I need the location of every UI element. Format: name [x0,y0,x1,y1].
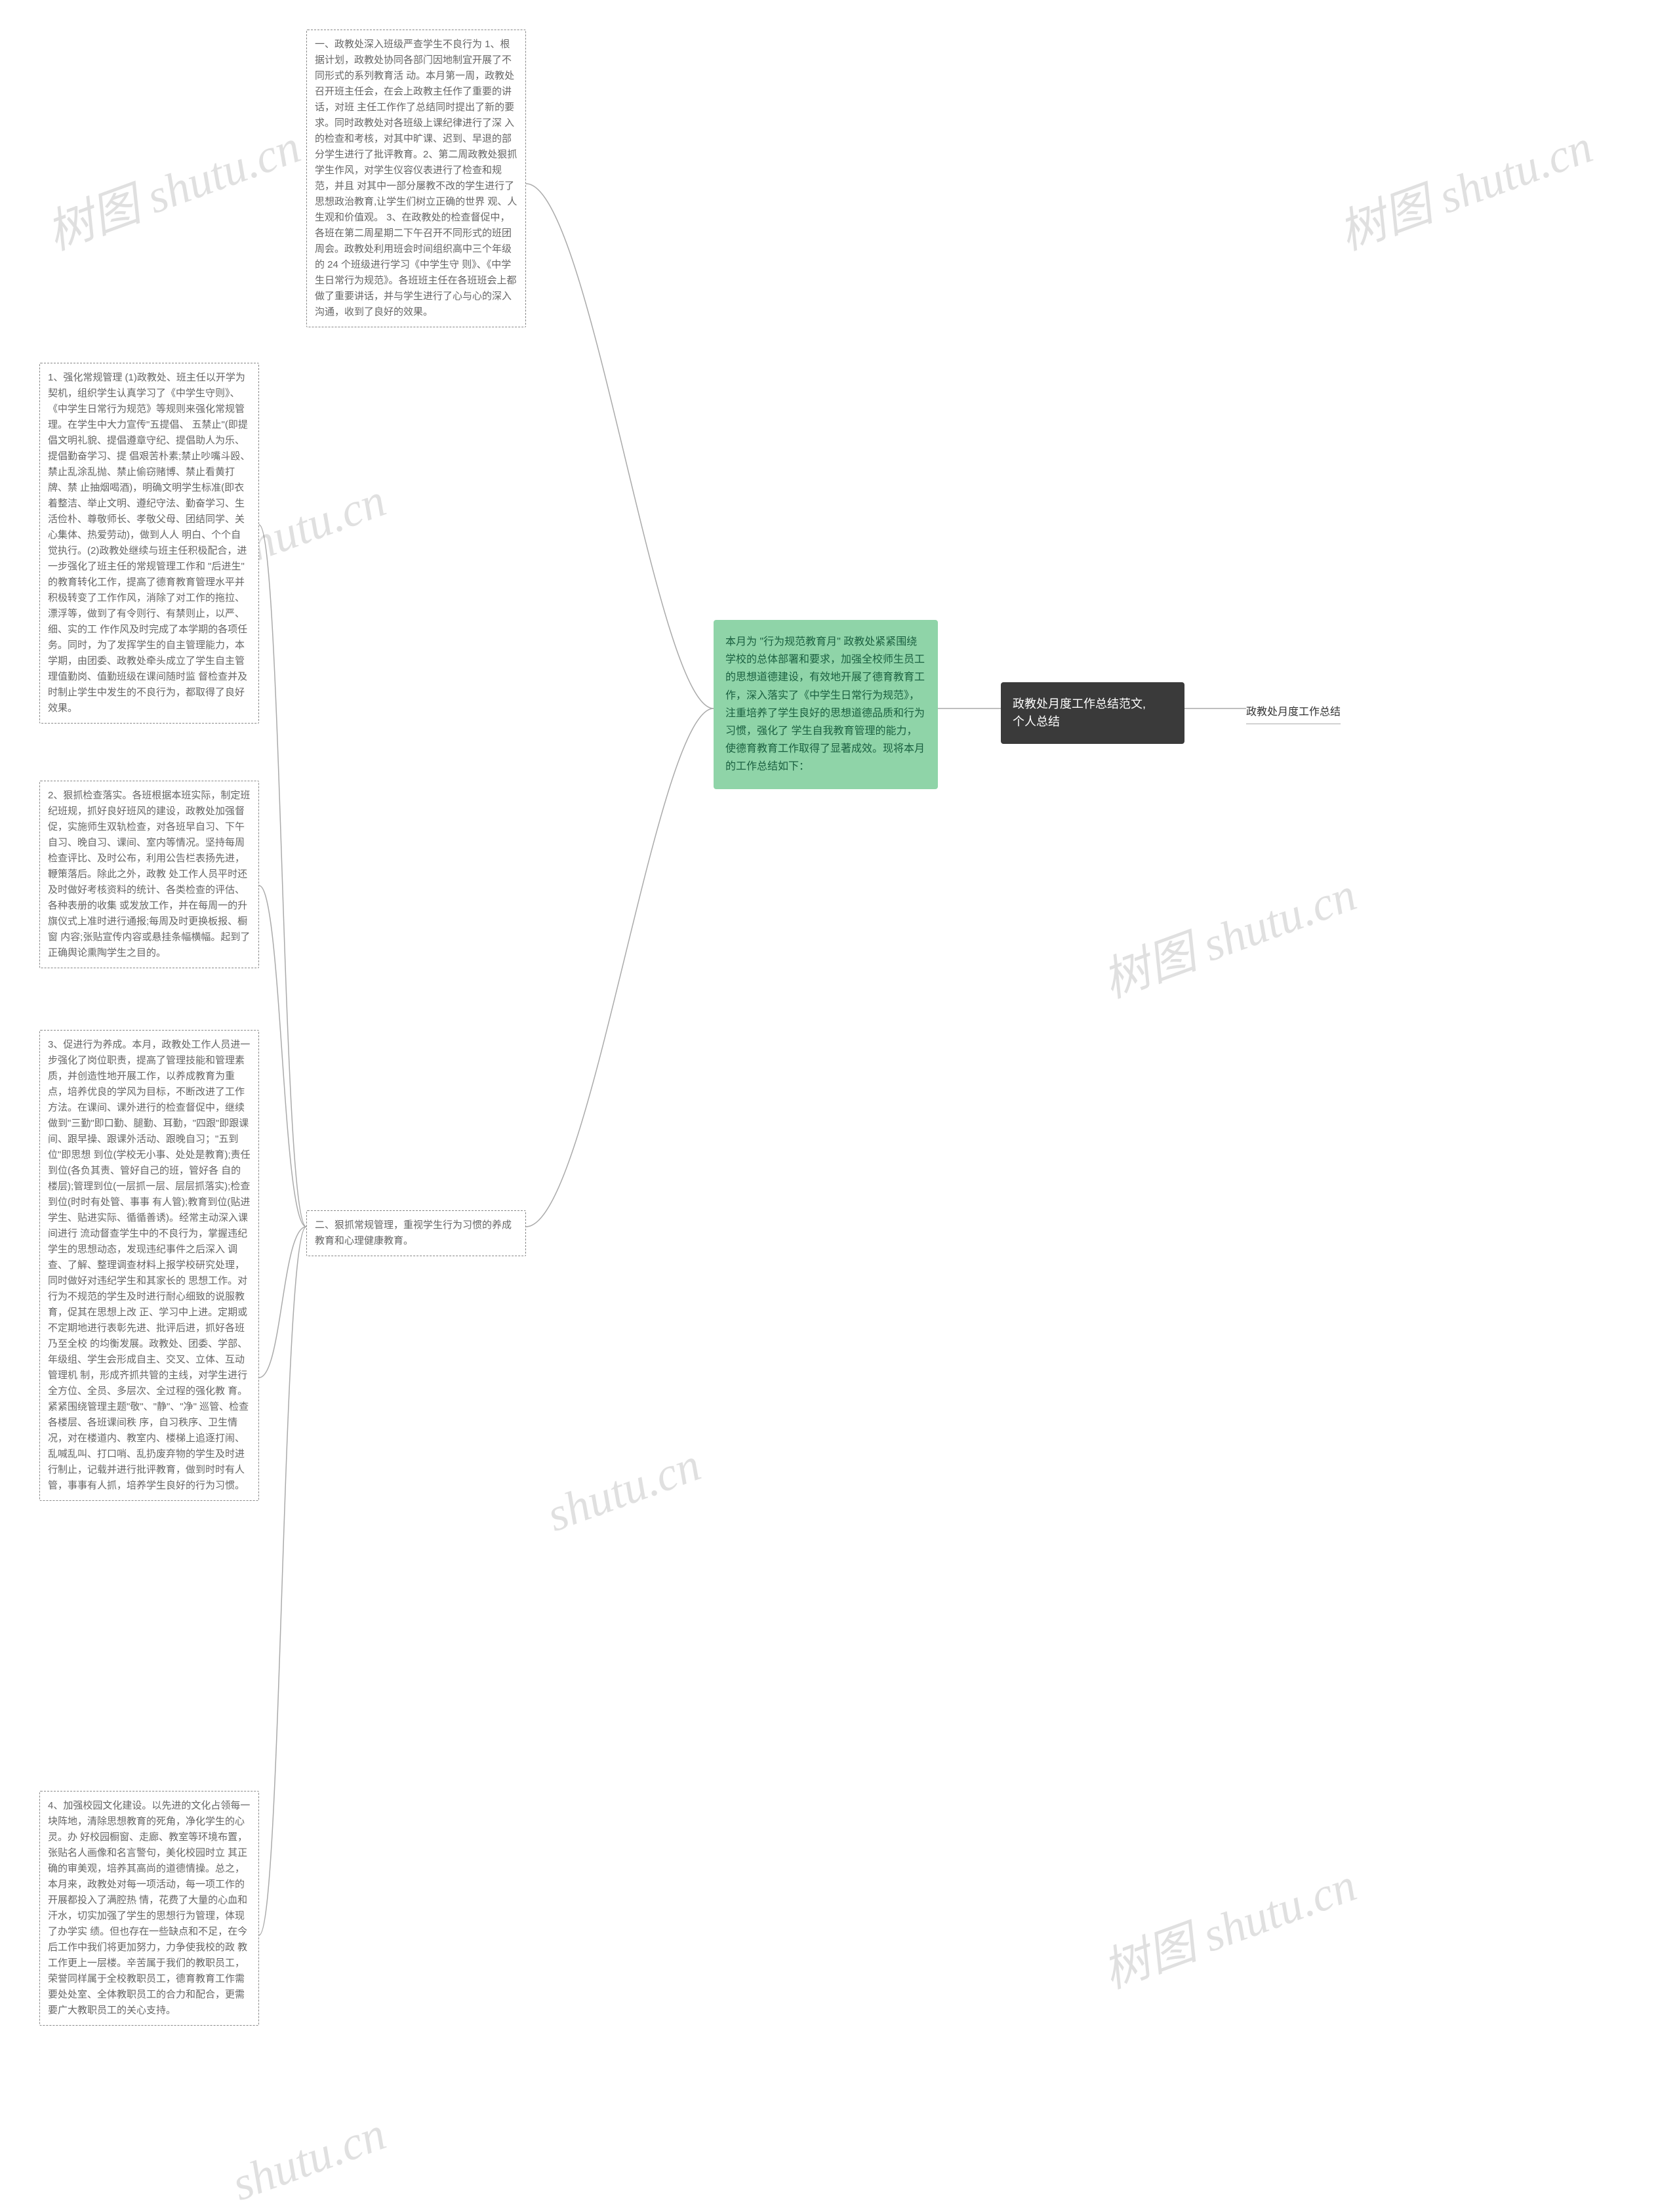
watermark-2: 树图 shutu.cn [1327,108,1600,263]
block2-text: 2、狠抓检查落实。各班根据本班实际，制定班纪班规，抓好良好班风的建设，政教处加强… [48,790,250,958]
section1-text: 一、政教处深入班级严查学生不良行为 1、根据计划，政教处协同各部门因地制宜开展了… [315,39,517,317]
watermark-7: shutu.cn [225,2106,393,2212]
block4-node[interactable]: 4、加强校园文化建设。以先进的文化占领每一块阵地，清除思想教育的死角，净化学生的… [39,1791,259,2026]
root-node[interactable]: 政教处月度工作总结范文, 个人总结 [1001,682,1184,744]
intro-text: 本月为 "行为规范教育月" 政教处紧紧围绕学校的总体部署和要求，加强全校师生员工… [725,636,925,772]
block3-text: 3、促进行为养成。本月，政教处工作人员进一步强化了岗位职责，提高了管理技能和管理… [48,1039,251,1491]
section2-header-text: 二、狠抓常规管理，重视学生行为习惯的养成教育和心理健康教育。 [315,1219,512,1246]
root-text: 政教处月度工作总结范文, 个人总结 [1013,697,1146,728]
level1-node[interactable]: 政教处月度工作总结 [1246,699,1341,729]
block2-node[interactable]: 2、狠抓检查落实。各班根据本班实际，制定班纪班规，抓好良好班风的建设，政教处加强… [39,781,259,968]
section1-node[interactable]: 一、政教处深入班级严查学生不良行为 1、根据计划，政教处协同各部门因地制宜开展了… [306,30,526,327]
section2-header-node[interactable]: 二、狠抓常规管理，重视学生行为习惯的养成教育和心理健康教育。 [306,1210,526,1256]
block1-text: 1、强化常规管理 (1)政教处、班主任以开学为契机，组织学生认真学习了《中学生守… [48,372,250,714]
block4-text: 4、加强校园文化建设。以先进的文化占领每一块阵地，清除思想教育的死角，净化学生的… [48,1800,250,2016]
watermark-4: 树图 shutu.cn [1091,855,1364,1011]
level1-text: 政教处月度工作总结 [1246,707,1341,718]
block3-node[interactable]: 3、促进行为养成。本月，政教处工作人员进一步强化了岗位职责，提高了管理技能和管理… [39,1030,259,1501]
watermark-6: 树图 shutu.cn [1091,1846,1364,2001]
watermark-1: 树图 shutu.cn [35,108,308,263]
block1-node[interactable]: 1、强化常规管理 (1)政教处、班主任以开学为契机，组织学生认真学习了《中学生守… [39,363,259,724]
watermark-5: shutu.cn [540,1437,708,1543]
intro-node[interactable]: 本月为 "行为规范教育月" 政教处紧紧围绕学校的总体部署和要求，加强全校师生员工… [714,620,938,789]
